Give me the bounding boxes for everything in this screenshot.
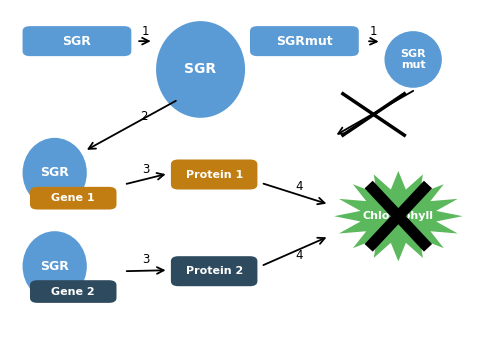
Polygon shape — [334, 171, 462, 261]
Ellipse shape — [22, 231, 87, 301]
Text: Protein 2: Protein 2 — [186, 266, 243, 276]
FancyBboxPatch shape — [22, 26, 132, 56]
Text: Gene 1: Gene 1 — [52, 193, 95, 203]
Text: 4: 4 — [296, 249, 303, 262]
FancyBboxPatch shape — [171, 159, 258, 190]
Text: 4: 4 — [296, 180, 303, 193]
Ellipse shape — [384, 31, 442, 88]
Text: SGR: SGR — [184, 62, 216, 77]
Text: Protein 1: Protein 1 — [186, 170, 243, 180]
Text: 1: 1 — [370, 25, 378, 38]
Text: SGR: SGR — [40, 166, 69, 179]
FancyBboxPatch shape — [30, 187, 117, 210]
Text: 3: 3 — [142, 253, 150, 266]
Text: SGR: SGR — [40, 260, 69, 273]
Ellipse shape — [156, 21, 245, 118]
Text: Chlorophyll: Chlorophyll — [363, 211, 434, 221]
Text: 1: 1 — [142, 25, 149, 38]
Text: SGR: SGR — [62, 35, 92, 47]
Text: 3: 3 — [142, 163, 150, 176]
Text: 2: 2 — [140, 109, 147, 123]
Text: SGRmut: SGRmut — [276, 35, 332, 47]
FancyBboxPatch shape — [171, 256, 258, 286]
FancyBboxPatch shape — [30, 280, 117, 303]
FancyBboxPatch shape — [250, 26, 359, 56]
Ellipse shape — [22, 138, 87, 208]
Text: SGR
mut: SGR mut — [400, 49, 426, 70]
Text: Gene 2: Gene 2 — [52, 286, 95, 297]
